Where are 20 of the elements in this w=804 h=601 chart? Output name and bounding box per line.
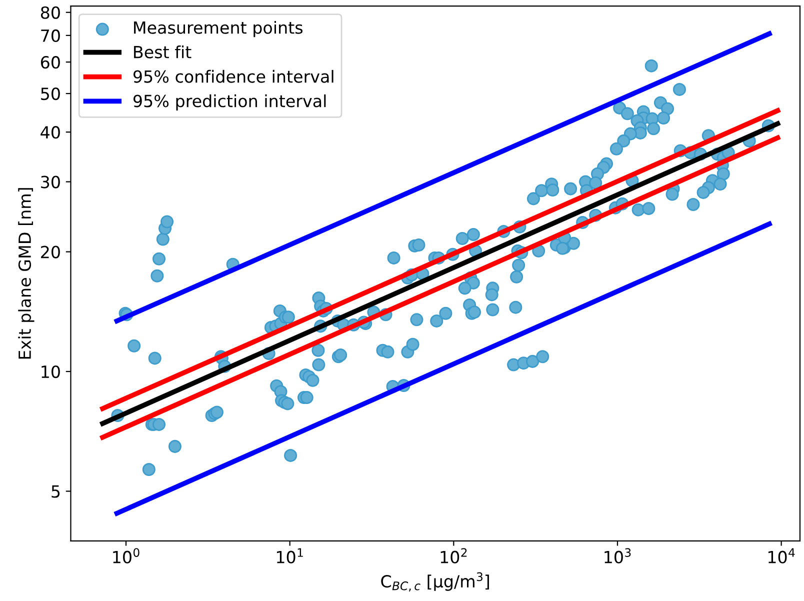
x-tick-label: 10$^{0}$ xyxy=(113,548,140,564)
x-tick-label: 10$^{3}$ xyxy=(604,548,631,564)
y-tick-label: 40 xyxy=(40,126,60,139)
legend-label: Measurement points xyxy=(134,21,303,38)
legend-label: 95% prediction interval xyxy=(133,94,326,111)
x-tick-label: 10$^{4}$ xyxy=(768,548,795,564)
x-axis-title: C$_{BC,c}$ [μg/m$^{3}$] xyxy=(381,572,489,592)
y-tick-label: 30 xyxy=(41,176,60,188)
x-tick-label: 10$^{2}$ xyxy=(440,548,467,564)
y-axis-title: Exit plane GMD [nm] xyxy=(18,188,34,359)
x-tick-label: 10$^{1}$ xyxy=(276,548,303,564)
y-tick-label: 50 xyxy=(41,88,60,100)
y-tick-label: 20 xyxy=(41,246,60,258)
legend-label: 95% confidence interval xyxy=(133,70,334,83)
legend-label: Best fit xyxy=(134,45,192,58)
y-tick-label: 10 xyxy=(42,365,60,378)
y-tick-label: 60 xyxy=(40,56,60,69)
y-tick-label: 80 xyxy=(40,6,60,19)
y-tick-label: 5 xyxy=(52,485,60,498)
y-tick-label: 70 xyxy=(41,29,60,42)
